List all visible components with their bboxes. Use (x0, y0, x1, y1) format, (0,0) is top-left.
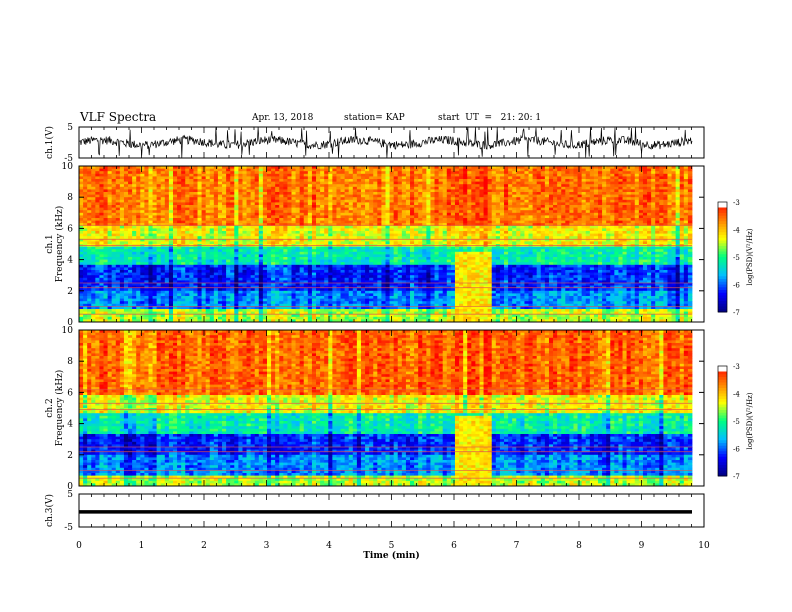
x-tick-label: 9 (639, 541, 645, 551)
colorbar-tick-label: -7 (733, 473, 740, 481)
colorbar-label: log(PSD)(V²/Hz) (746, 228, 754, 285)
colorbar-tick-label: -6 (733, 446, 740, 454)
colorbar-tick-label: -5 (733, 254, 740, 262)
x-tick-label: 2 (201, 541, 207, 551)
y-tick-label: 10 (62, 326, 74, 336)
y-tick-label: 4 (67, 420, 73, 430)
ch1-trace (79, 127, 692, 158)
colorbar-tick-label: -5 (733, 418, 740, 426)
y-tick-label: 2 (67, 451, 73, 461)
colorbar-tick-label: -4 (733, 391, 740, 399)
colorbar-tick-label: -7 (733, 309, 740, 317)
y-tick-label: -5 (64, 523, 73, 533)
colorbar-label: log(PSD)(V²/Hz) (746, 392, 754, 449)
x-tick-label: 10 (698, 541, 710, 551)
x-tick-label: 7 (514, 541, 520, 551)
spectrogram-2 (79, 330, 692, 486)
spectrogram-1 (79, 166, 692, 322)
x-tick-label: 0 (76, 541, 82, 551)
y-tick-label: 10 (62, 162, 74, 172)
x-tick-label: 5 (389, 541, 395, 551)
y-tick-label: 6 (67, 388, 73, 398)
colorbar-tick-label: -4 (733, 227, 740, 235)
y-tick-label: 5 (67, 490, 73, 500)
y-axis-label-frequency: Frequency (kHz) (54, 206, 65, 283)
y-axis-label: ch.2 (45, 398, 55, 417)
y-tick-label: 8 (67, 193, 73, 203)
x-tick-label: 3 (264, 541, 270, 551)
y-tick-label: 4 (67, 256, 73, 266)
colorbar-tick-label: -6 (733, 282, 740, 290)
y-tick-label: 5 (67, 123, 73, 133)
y-axis-label-frequency: Frequency (kHz) (54, 370, 65, 447)
x-axis-label: Time (min) (363, 550, 420, 561)
y-axis-label: ch.1 (45, 234, 55, 253)
y-axis-label: ch.3(V) (44, 494, 55, 527)
y-tick-label: 6 (67, 224, 73, 234)
colorbar-tick-label: -3 (733, 199, 740, 207)
x-tick-label: 1 (139, 541, 145, 551)
y-tick-label: 8 (67, 357, 73, 367)
x-tick-label: 6 (451, 541, 457, 551)
y-axis-label: ch.1(V) (44, 126, 55, 159)
x-tick-label: 8 (576, 541, 582, 551)
y-tick-label: 2 (67, 287, 73, 297)
x-tick-label: 4 (326, 541, 332, 551)
colorbar-tick-label: -3 (733, 363, 740, 371)
